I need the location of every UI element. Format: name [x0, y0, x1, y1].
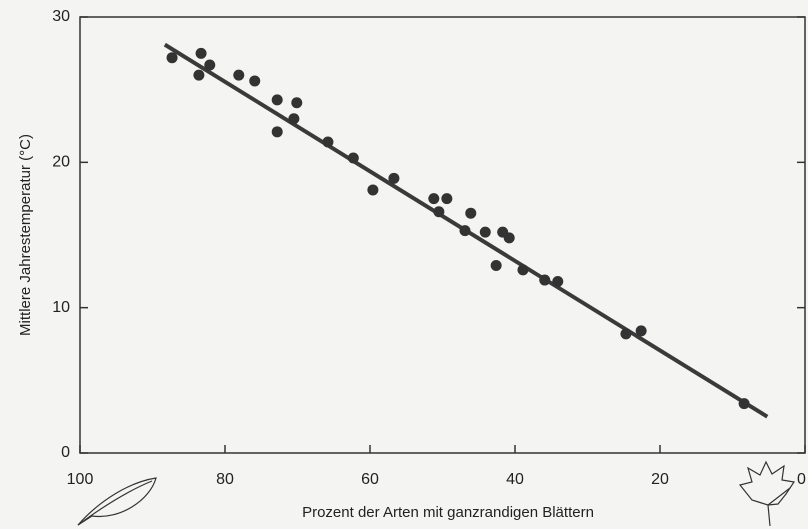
data-point — [539, 274, 551, 286]
toothed-leaf-icon — [738, 460, 796, 527]
x-tick-label: 80 — [216, 471, 234, 488]
data-point — [552, 276, 564, 288]
data-point — [204, 59, 216, 71]
x-tick-label: 40 — [506, 471, 524, 488]
x-axis-label: Prozent der Arten mit ganzrandigen Blätt… — [302, 504, 594, 521]
data-point — [517, 264, 529, 276]
data-point — [635, 325, 647, 337]
data-point — [249, 75, 261, 87]
smooth-leaf-icon — [77, 477, 157, 526]
data-point — [433, 206, 445, 218]
data-point — [465, 207, 477, 219]
x-tick-label: 100 — [67, 471, 94, 488]
x-tick-label: 0 — [797, 471, 806, 488]
data-point — [193, 69, 205, 81]
data-point — [271, 94, 283, 106]
data-point — [479, 226, 491, 238]
data-point — [441, 193, 453, 205]
data-point — [271, 126, 283, 138]
y-tick-label: 20 — [52, 154, 70, 171]
y-tick-label: 0 — [61, 444, 70, 461]
data-point — [428, 193, 440, 205]
data-point — [490, 260, 502, 272]
data-point — [166, 52, 178, 64]
y-tick-label: 10 — [52, 299, 70, 316]
data-point — [738, 398, 750, 410]
plot-frame — [79, 16, 806, 454]
data-point — [322, 136, 334, 148]
data-point — [291, 97, 303, 109]
x-tick-label: 60 — [361, 471, 379, 488]
data-point — [459, 225, 471, 237]
data-point — [288, 113, 300, 125]
x-tick-label: 20 — [651, 471, 669, 488]
data-point — [367, 184, 379, 196]
data-point — [233, 69, 245, 81]
data-point — [347, 152, 359, 164]
y-axis-label: Mittlere Jahrestemperatur (°C) — [17, 134, 34, 336]
data-point — [620, 328, 632, 340]
data-point — [503, 232, 515, 244]
y-tick-label: 30 — [52, 8, 70, 25]
data-point — [388, 172, 400, 184]
data-point — [195, 47, 207, 59]
